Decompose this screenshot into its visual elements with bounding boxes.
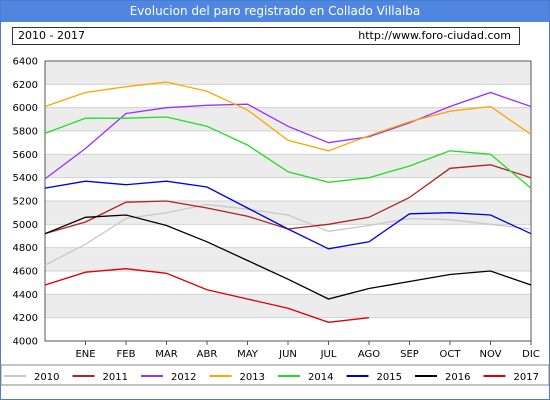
plot-band bbox=[45, 107, 531, 131]
legend-label-2017: 2017 bbox=[514, 372, 539, 383]
x-tick-label: NOV bbox=[479, 349, 501, 360]
legend-label-2014: 2014 bbox=[308, 372, 333, 383]
y-tick-label: 5600 bbox=[13, 150, 38, 161]
legend-box bbox=[0, 364, 550, 386]
plot-band bbox=[45, 177, 531, 201]
y-tick-label: 5000 bbox=[13, 220, 38, 231]
plot-band bbox=[45, 294, 531, 318]
series-line-2014 bbox=[44, 116, 532, 189]
y-tick-label: 4600 bbox=[13, 267, 38, 278]
x-tick-label: JUN bbox=[278, 349, 297, 360]
x-tick-label: MAR bbox=[155, 349, 177, 360]
plot-band bbox=[45, 317, 531, 341]
y-tick-label: 5800 bbox=[13, 127, 38, 138]
plot-band bbox=[45, 271, 531, 295]
y-tick-label: 6000 bbox=[13, 103, 38, 114]
info-bar: 2010 - 2017 http://www.foro-ciudad.com bbox=[12, 27, 520, 45]
legend-label-2016: 2016 bbox=[445, 372, 470, 383]
series-line-2015 bbox=[44, 180, 532, 250]
plot-band bbox=[45, 61, 531, 85]
y-tick-label: 4000 bbox=[13, 337, 38, 348]
y-tick-label: 5200 bbox=[13, 197, 38, 208]
x-tick-label: DIC bbox=[522, 349, 540, 360]
y-tick-label: 4200 bbox=[13, 313, 38, 324]
legend-label-2015: 2015 bbox=[377, 372, 402, 383]
series-line-2012 bbox=[44, 91, 532, 180]
x-tick-label: AGO bbox=[358, 349, 380, 360]
x-tick-label: JUL bbox=[320, 349, 337, 360]
x-tick-label: FEB bbox=[117, 349, 136, 360]
plot-band bbox=[45, 84, 531, 108]
series-lines bbox=[44, 81, 532, 323]
legend-label-2010: 2010 bbox=[34, 372, 59, 383]
source-url: http://www.foro-ciudad.com bbox=[358, 29, 511, 42]
series-line-2016 bbox=[44, 214, 532, 300]
y-tick-label: 6200 bbox=[13, 80, 38, 91]
legend-label-2011: 2011 bbox=[103, 372, 128, 383]
legend-label-2013: 2013 bbox=[240, 372, 265, 383]
y-tick-label: 5400 bbox=[13, 173, 38, 184]
grid-lines bbox=[44, 60, 532, 342]
y-axis: 4000 4200 4400 4600 4800 5000 5200 5400 5600 5800… bbox=[13, 57, 38, 348]
series-line-2013 bbox=[44, 81, 532, 152]
series-line-2010 bbox=[44, 203, 532, 266]
x-axis: ENE FEB MAR ABR MAY JUN JUL AGO SEP OCT NOV DIC bbox=[75, 341, 540, 360]
legend-label-2012: 2012 bbox=[171, 372, 196, 383]
y-tick-label: 6400 bbox=[13, 57, 38, 68]
plot-band bbox=[45, 224, 531, 248]
plot-bands bbox=[45, 61, 531, 341]
plot-band bbox=[45, 154, 531, 178]
period-label: 2010 - 2017 bbox=[18, 29, 85, 42]
x-tick-label: OCT bbox=[440, 349, 462, 360]
x-tick-label: ABR bbox=[197, 349, 218, 360]
x-tick-label: ENE bbox=[75, 349, 95, 360]
plot-band bbox=[45, 131, 531, 155]
x-tick-label: MAY bbox=[237, 349, 259, 360]
x-tick-label: SEP bbox=[400, 349, 419, 360]
plot-band bbox=[45, 247, 531, 271]
series-line-2017 bbox=[44, 268, 370, 323]
legend: 2010 2011 2012 2013 2014 2015 2016 2017 bbox=[0, 364, 550, 386]
y-tick-label: 4800 bbox=[13, 243, 38, 254]
chart-title: Evolucion del paro registrado en Collado… bbox=[1, 1, 549, 22]
y-tick-label: 4400 bbox=[13, 290, 38, 301]
